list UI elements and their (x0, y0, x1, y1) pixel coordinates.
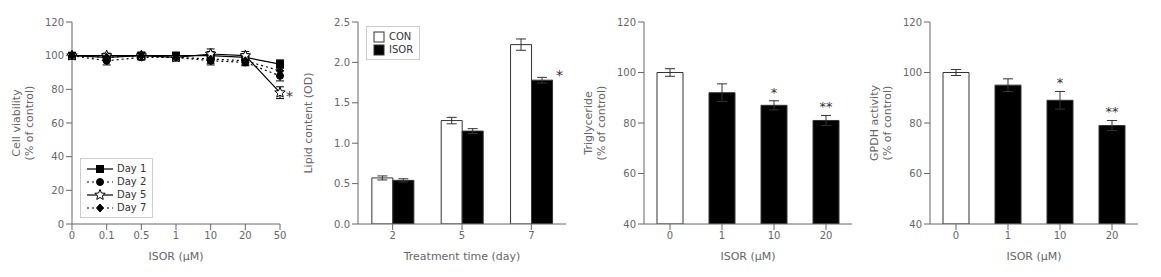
svg-text:1: 1 (719, 230, 725, 241)
svg-text:0: 0 (58, 219, 64, 230)
svg-text:120: 120 (617, 17, 636, 28)
svg-text:10: 10 (1054, 230, 1067, 241)
svg-text:20: 20 (239, 230, 252, 241)
svg-text:5: 5 (459, 230, 465, 241)
svg-text:ISOR (μM): ISOR (μM) (720, 250, 775, 263)
svg-text:1: 1 (173, 230, 179, 241)
html-text:Day 1: Day 1 (117, 163, 147, 174)
html-text:Day 7: Day 7 (117, 202, 147, 213)
svg-text:80: 80 (623, 118, 636, 129)
svg-text:40: 40 (623, 219, 636, 230)
svg-text:7: 7 (528, 230, 534, 241)
svg-text:Treatment time (day): Treatment time (day) (403, 250, 521, 263)
svg-text:80: 80 (51, 84, 64, 95)
svg-text:0.5: 0.5 (133, 230, 149, 241)
html-text:CON: CON (389, 31, 412, 42)
html-text:Day 2: Day 2 (117, 176, 147, 187)
svg-text:0: 0 (667, 230, 673, 241)
svg-text:Cell viability(% of control): Cell viability(% of control) (10, 86, 36, 161)
svg-text:2: 2 (389, 230, 395, 241)
svg-text:*: * (771, 85, 778, 100)
svg-text:0.1: 0.1 (99, 230, 115, 241)
svg-text:0: 0 (69, 230, 75, 241)
svg-text:0.0: 0.0 (334, 219, 350, 230)
svg-text:10: 10 (768, 230, 781, 241)
svg-text:2.0: 2.0 (334, 57, 350, 68)
svg-text:1: 1 (1005, 230, 1011, 241)
svg-text:100: 100 (45, 50, 64, 61)
svg-text:20: 20 (820, 230, 833, 241)
svg-text:Triglyceride(% of control): Triglyceride(% of control) (582, 86, 608, 161)
svg-text:1.5: 1.5 (334, 97, 350, 108)
svg-text:50: 50 (274, 230, 287, 241)
svg-text:20: 20 (1106, 230, 1119, 241)
svg-text:60: 60 (623, 168, 636, 179)
svg-text:0.5: 0.5 (334, 178, 350, 189)
svg-text:120: 120 (903, 17, 922, 28)
svg-text:120: 120 (45, 17, 64, 28)
html-text:ISOR: ISOR (389, 44, 414, 55)
svg-text:40: 40 (909, 219, 922, 230)
svg-text:*: * (286, 88, 293, 104)
svg-text:**: ** (1106, 104, 1120, 119)
svg-text:100: 100 (617, 67, 636, 78)
svg-text:1.0: 1.0 (334, 138, 350, 149)
svg-text:100: 100 (903, 67, 922, 78)
svg-text:80: 80 (909, 118, 922, 129)
svg-text:ISOR (μM): ISOR (μM) (148, 250, 203, 263)
svg-text:Lipid content (OD): Lipid content (OD) (302, 72, 315, 173)
svg-text:*: * (1057, 75, 1064, 90)
svg-text:**: ** (820, 99, 834, 114)
svg-text:2.5: 2.5 (334, 17, 350, 28)
svg-text:60: 60 (51, 118, 64, 129)
svg-text:20: 20 (51, 185, 64, 196)
svg-text:*: * (556, 67, 563, 83)
svg-text:ISOR (μM): ISOR (μM) (1006, 250, 1061, 263)
html-text:Day 5: Day 5 (117, 189, 147, 200)
svg-text:0: 0 (953, 230, 959, 241)
svg-text:GPDH activity(% of control): GPDH activity(% of control) (868, 85, 894, 161)
svg-text:40: 40 (51, 151, 64, 162)
svg-text:10: 10 (204, 230, 217, 241)
svg-text:60: 60 (909, 168, 922, 179)
